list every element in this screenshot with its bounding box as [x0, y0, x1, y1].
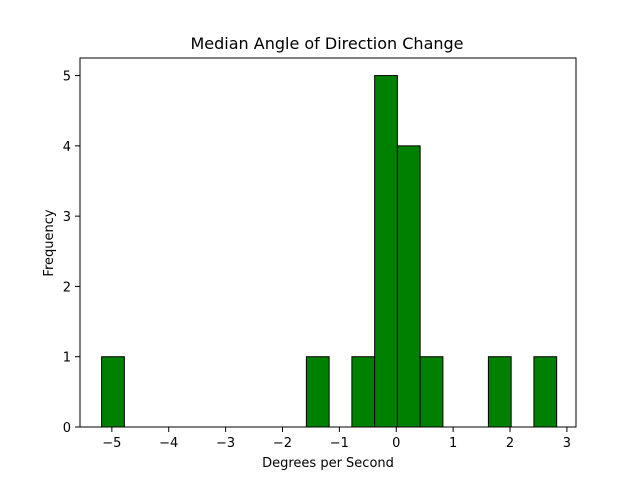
- x-tick-label: 3: [563, 436, 571, 451]
- y-tick-label: 0: [63, 421, 71, 436]
- x-tick-label: −2: [273, 436, 292, 451]
- histogram-bar-0: [101, 356, 125, 428]
- x-axis-label: Degrees per Second: [262, 456, 394, 471]
- y-tick-label: 3: [63, 210, 71, 225]
- x-tick-label: 1: [449, 436, 457, 451]
- plot-frame: [79, 57, 577, 428]
- histogram-bar-3: [374, 75, 398, 428]
- histogram-bar-4: [396, 145, 421, 428]
- chart-title: Median Angle of Direction Change: [190, 34, 463, 53]
- x-tick-label: −4: [159, 436, 178, 451]
- bars-group: [101, 75, 558, 428]
- y-axis: 0 1 2 3 4 5: [63, 70, 80, 436]
- x-tick-label: −1: [330, 436, 349, 451]
- y-tick-label: 2: [63, 280, 71, 295]
- histogram-bar-1: [305, 356, 330, 428]
- y-axis-label: Frequency: [42, 209, 57, 276]
- x-axis: −5 −4 −3 −2 −1 0 1 2 3: [102, 427, 571, 451]
- y-tick-label: 1: [63, 351, 71, 366]
- x-tick-label: 0: [392, 436, 400, 451]
- y-tick-label: 4: [63, 140, 71, 155]
- histogram-bar-5: [419, 356, 444, 428]
- histogram-bar-7: [533, 356, 558, 428]
- y-tick-label: 5: [63, 70, 71, 85]
- x-tick-label: 2: [506, 436, 514, 451]
- x-tick-label: −3: [216, 436, 235, 451]
- x-tick-label: −5: [102, 436, 121, 451]
- histogram-bar-6: [487, 356, 512, 428]
- histogram-bar-2: [351, 356, 376, 428]
